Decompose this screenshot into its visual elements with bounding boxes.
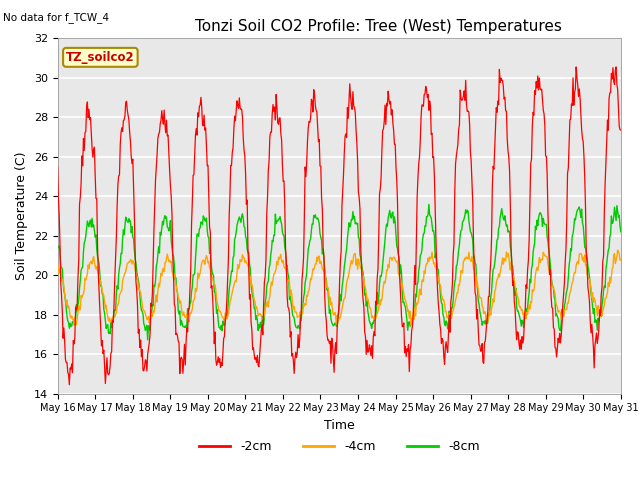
-2cm — [64, 370, 72, 375]
Legend: -2cm, -4cm, -8cm: -2cm, -4cm, -8cm — [194, 435, 484, 458]
-2cm — [617, 127, 625, 133]
Title: Tonzi Soil CO2 Profile: Tree (West) Temperatures: Tonzi Soil CO2 Profile: Tree (West) Temp… — [195, 20, 562, 35]
-4cm — [54, 266, 61, 272]
-8cm — [210, 273, 218, 278]
-8cm — [425, 202, 433, 207]
-4cm — [425, 259, 433, 264]
-2cm — [65, 382, 73, 387]
-2cm — [123, 98, 131, 104]
-2cm — [425, 108, 433, 113]
-8cm — [426, 212, 433, 218]
-8cm — [64, 318, 72, 324]
-4cm — [180, 309, 188, 315]
-4cm — [614, 247, 621, 253]
-2cm — [612, 64, 620, 70]
Line: -2cm: -2cm — [58, 67, 621, 384]
-8cm — [144, 337, 152, 343]
-2cm — [54, 164, 61, 169]
-4cm — [210, 280, 218, 286]
Y-axis label: Soil Temperature (C): Soil Temperature (C) — [15, 152, 28, 280]
-4cm — [408, 317, 416, 323]
Line: -8cm: -8cm — [58, 204, 621, 340]
-8cm — [122, 214, 129, 220]
-4cm — [70, 323, 78, 328]
-2cm — [210, 315, 218, 321]
-4cm — [617, 257, 625, 263]
-2cm — [408, 323, 416, 329]
Text: TZ_soilco2: TZ_soilco2 — [66, 51, 134, 64]
-8cm — [617, 229, 625, 235]
-4cm — [123, 264, 131, 270]
-2cm — [180, 357, 188, 363]
-8cm — [180, 324, 188, 330]
-8cm — [54, 244, 61, 250]
-8cm — [408, 317, 416, 323]
Line: -4cm: -4cm — [58, 250, 621, 325]
X-axis label: Time: Time — [324, 419, 355, 432]
-4cm — [64, 305, 72, 311]
Text: No data for f_TCW_4: No data for f_TCW_4 — [3, 12, 109, 23]
